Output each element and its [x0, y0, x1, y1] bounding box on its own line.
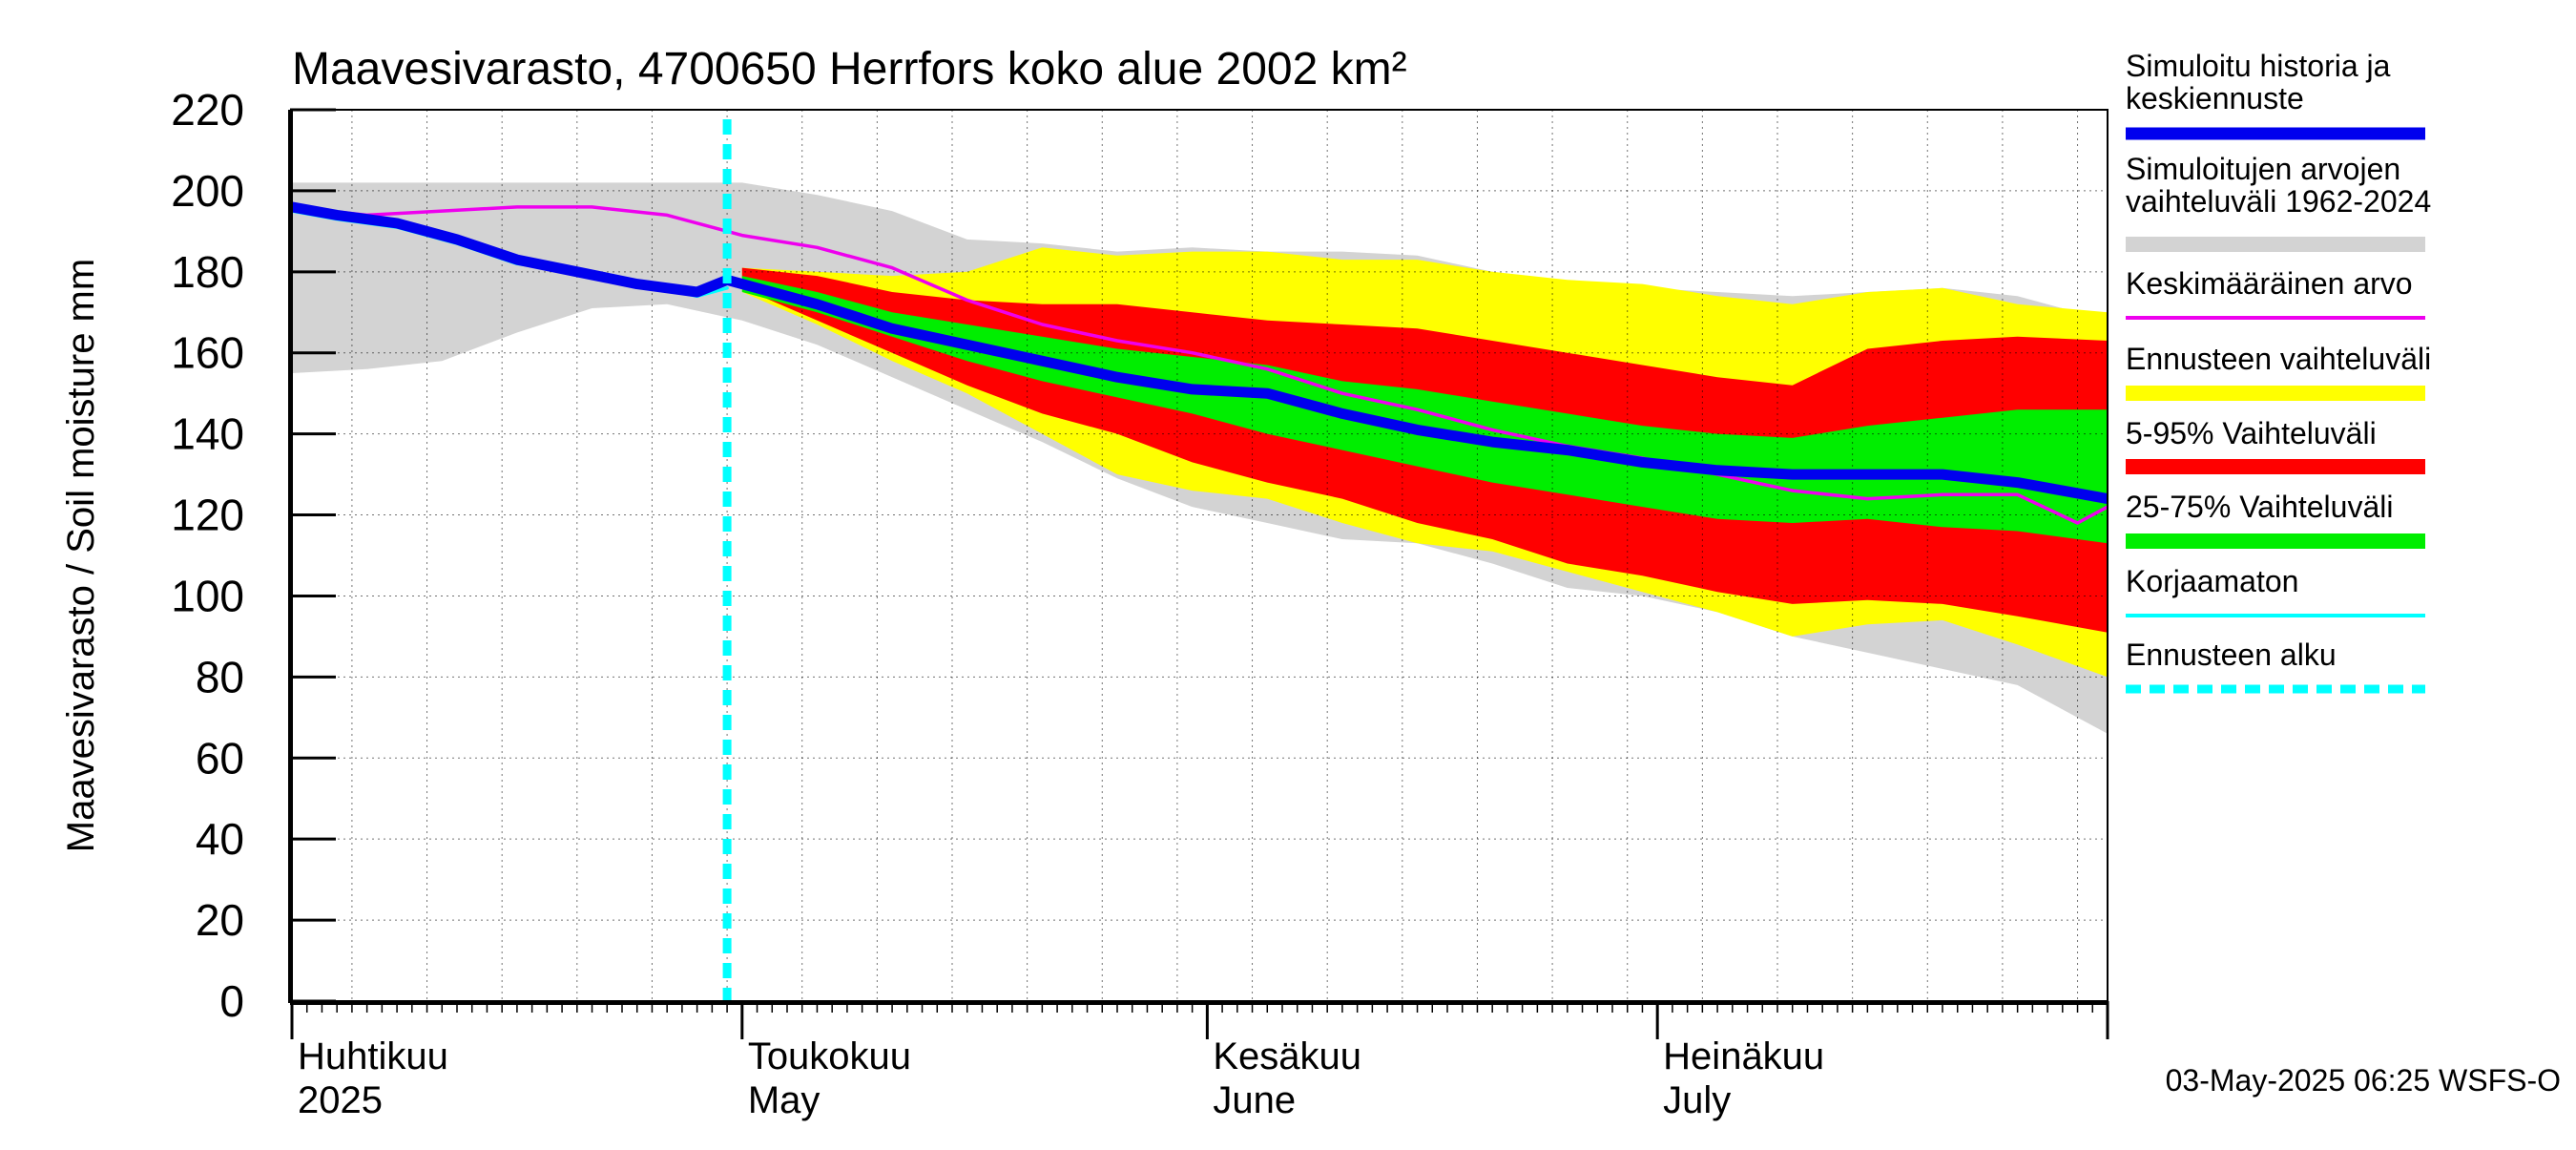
legend-item-ennusteen-alku: Ennusteen alku: [2126, 638, 2425, 694]
y-tick-label: 100: [171, 571, 244, 620]
legend-item-5-95-vaihteluvali: 5-95% Vaihteluväli: [2126, 416, 2425, 474]
y-tick-label: 160: [171, 328, 244, 378]
bands-layer: [292, 182, 2108, 734]
legend-label: Ennusteen vaihteluväli: [2126, 342, 2431, 376]
grid-layer: [292, 110, 2108, 1001]
y-tick-label: 40: [196, 814, 244, 864]
legend-item-25-75-vaihteluvali: 25-75% Vaihteluväli: [2126, 490, 2425, 549]
y-tick-label: 20: [196, 895, 244, 945]
legend-item-korjaamaton: Korjaamaton: [2126, 564, 2425, 617]
legend-item-simuloitujen-arvojen-vaihteluvali-1962-2024: Simuloitujen arvojen vaihteluväli 1962-20…: [2126, 152, 2431, 252]
month-label-fi: Toukokuu: [748, 1035, 911, 1077]
legend-item-keskimaarainen-arvo: Keskimääräinen arvo: [2126, 266, 2425, 320]
month-label-fi: Huhtikuu: [298, 1035, 448, 1077]
legend-label: Ennusteen alku: [2126, 638, 2337, 672]
y-tick-label: 180: [171, 247, 244, 297]
lines-layer: [292, 119, 2108, 1001]
month-label-fi: Kesäkuu: [1213, 1035, 1361, 1077]
legend-label: Korjaamaton: [2126, 564, 2298, 598]
y-tick-label: 200: [171, 166, 244, 216]
legend-label: Simuloitujen arvojen vaihteluväli 1962-20…: [2126, 152, 2431, 219]
month-label-fi: Heinäkuu: [1663, 1035, 1824, 1077]
line-keskimaarainen-arvo: [292, 205, 2108, 525]
y-tick-label: 60: [196, 733, 244, 783]
legend: Simuloitu historia ja keskiennuste Simuloi…: [2126, 49, 2431, 694]
legend-label: Keskimääräinen arvo: [2126, 266, 2413, 301]
month-label-en: 2025: [298, 1079, 383, 1121]
legend-label: Simuloitu historia ja keskiennuste: [2126, 49, 2391, 115]
month-label-en: July: [1663, 1079, 1731, 1121]
line-simuloitu-historia-ja-keskiennuste: [292, 201, 2108, 505]
legend-item-simuloitu-historia-ja-keskiennuste: Simuloitu historia ja keskiennuste: [2126, 49, 2425, 140]
chart-title: Maavesivarasto, 4700650 Herrfors koko al…: [292, 44, 1407, 94]
y-tick-label: 140: [171, 409, 244, 459]
y-axis-ticks: 0 20 40 60 80 100 120 140 160 180 200 220: [171, 85, 336, 1026]
legend-label: 25-75% Vaihteluväli: [2126, 490, 2393, 524]
legend-item-ennusteen-vaihteluvali: Ennusteen vaihteluväli: [2126, 342, 2431, 401]
y-tick-label: 220: [171, 85, 244, 135]
y-tick-label: 80: [196, 652, 244, 701]
month-label-en: June: [1213, 1079, 1296, 1121]
legend-label: 5-95% Vaihteluväli: [2126, 416, 2377, 450]
y-tick-label: 0: [219, 976, 244, 1026]
y-tick-label: 120: [171, 491, 244, 540]
timestamp-label: 03-May-2025 06:25 WSFS-O: [2166, 1063, 2561, 1098]
y-axis-label: Maavesivarasto / Soil moisture mm: [60, 259, 102, 852]
month-label-en: May: [748, 1079, 821, 1121]
frame-layer: [288, 109, 2109, 1005]
